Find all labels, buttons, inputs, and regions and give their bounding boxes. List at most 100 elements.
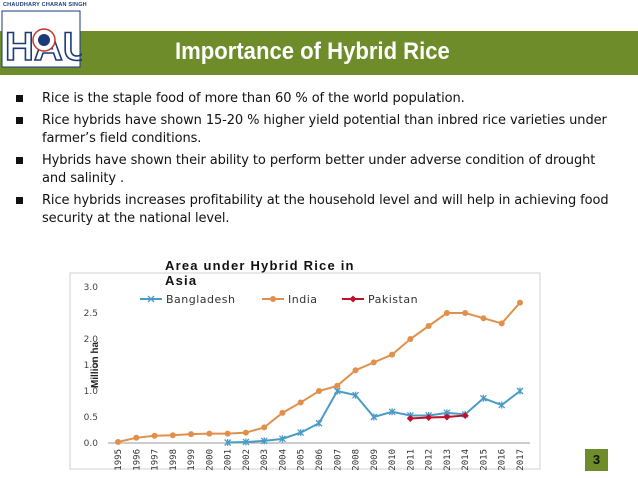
data-point-india xyxy=(462,310,469,316)
data-point-india xyxy=(425,323,432,329)
logo-caption: CHAUDHARY CHARAN SINGH xyxy=(3,2,87,8)
data-point-bangladesh xyxy=(297,429,305,437)
university-logo: CHAUDHARY CHARAN SINGH HAU xyxy=(0,0,92,70)
x-tick-label: 2002 xyxy=(242,449,252,471)
bullet-item: Rice hybrids have shown 15-20 % higher y… xyxy=(14,112,614,149)
slide-title: Importance of Hybrid Rice xyxy=(175,38,450,65)
x-tick-label: 2009 xyxy=(370,449,380,471)
legend-marker xyxy=(270,296,276,302)
data-point-india xyxy=(279,409,286,416)
x-tick-label: 2003 xyxy=(260,449,270,471)
chart-title-line: Asia xyxy=(165,273,197,288)
bullet-text: Rice is the staple food of more than 60 … xyxy=(42,91,465,106)
data-point-bangladesh xyxy=(479,394,487,402)
x-tick-label: 1998 xyxy=(169,449,179,471)
data-point-india xyxy=(316,388,322,394)
data-point-bangladesh xyxy=(498,401,506,409)
data-point-india xyxy=(480,315,487,322)
data-point-india xyxy=(169,432,176,439)
square-bullet-icon xyxy=(16,95,23,102)
data-point-india xyxy=(206,430,213,437)
legend-label: Bangladesh xyxy=(166,293,236,306)
legend-label: India xyxy=(288,293,318,306)
chart-title: Area under Hybrid Rice in Asia xyxy=(165,258,355,288)
bullet-list: Rice is the staple food of more than 60 … xyxy=(14,90,614,232)
data-point-india xyxy=(115,438,121,445)
legend-label: Pakistan xyxy=(368,293,418,306)
data-point-bangladesh xyxy=(224,438,232,446)
x-tick-label: 2012 xyxy=(425,449,435,471)
data-point-bangladesh xyxy=(516,387,524,395)
chart-border xyxy=(69,272,541,470)
y-axis-label: Million ha xyxy=(90,342,101,389)
data-point-pakistan xyxy=(443,413,451,421)
y-tick-label: 0.0 xyxy=(84,439,99,449)
data-point-bangladesh xyxy=(370,413,378,421)
x-tick-label: 2011 xyxy=(406,449,416,471)
bullet-text: Rice hybrids have shown 15-20 % higher y… xyxy=(42,112,607,147)
y-tick-label: 1.5 xyxy=(84,361,98,371)
x-tick-label: 2016 xyxy=(498,449,508,471)
x-tick-label: 2007 xyxy=(333,449,343,471)
data-point-india xyxy=(151,432,158,439)
data-point-india xyxy=(297,399,304,406)
data-point-india xyxy=(443,310,450,316)
square-bullet-icon xyxy=(16,156,23,164)
data-point-bangladesh xyxy=(260,437,268,445)
x-tick-label: 2000 xyxy=(205,449,215,471)
x-tick-label: 2010 xyxy=(388,449,398,471)
data-point-india xyxy=(407,336,414,342)
x-tick-label: 2017 xyxy=(516,449,526,471)
y-tick-label: 0.5 xyxy=(84,413,98,423)
series-line-pakistan xyxy=(410,414,466,420)
data-point-india xyxy=(133,434,140,441)
bullet-item: Rice is the staple food of more than 60 … xyxy=(14,90,614,109)
data-point-india xyxy=(498,320,505,327)
bullet-text: Hybrids have shown their ability to perf… xyxy=(42,152,596,187)
x-tick-label: 1996 xyxy=(132,449,142,471)
y-tick-label: 1.0 xyxy=(84,387,99,397)
data-point-india xyxy=(352,367,359,374)
x-tick-label: 1997 xyxy=(151,449,161,471)
x-tick-label: 2013 xyxy=(443,449,453,471)
x-tick-label: 2008 xyxy=(352,449,362,471)
square-bullet-icon xyxy=(16,116,23,124)
data-point-bangladesh xyxy=(352,391,360,399)
bullet-item: Rice hybrids increases profitability at … xyxy=(14,192,614,229)
data-point-india xyxy=(224,430,231,437)
x-tick-label: 2005 xyxy=(297,449,307,471)
x-tick-label: 2006 xyxy=(315,449,325,471)
seal-center-icon xyxy=(38,34,50,46)
page-number: 3 xyxy=(585,449,608,471)
data-point-bangladesh xyxy=(315,419,323,427)
x-tick-label: 2004 xyxy=(278,449,288,471)
data-point-india xyxy=(389,351,396,358)
legend-marker xyxy=(349,295,357,303)
chart-title-line: Area under Hybrid Rice in xyxy=(165,258,355,273)
y-tick-label: 3.0 xyxy=(84,283,99,293)
x-tick-label: 2001 xyxy=(224,449,234,471)
legend-marker xyxy=(147,295,155,303)
data-point-india xyxy=(242,429,249,436)
bullet-text: Rice hybrids increases profitability at … xyxy=(42,192,609,227)
data-point-india xyxy=(334,382,341,389)
data-point-bangladesh xyxy=(242,438,250,446)
data-point-pakistan xyxy=(425,414,433,422)
x-tick-label: 1995 xyxy=(114,449,124,471)
data-point-pakistan xyxy=(461,411,469,419)
data-point-bangladesh xyxy=(388,408,396,416)
square-bullet-icon xyxy=(16,196,23,204)
data-point-india xyxy=(370,359,377,366)
data-point-india xyxy=(261,424,268,431)
bullet-item: Hybrids have shown their ability to perf… xyxy=(14,152,614,189)
x-tick-label: 2014 xyxy=(461,449,471,471)
y-tick-label: 2.5 xyxy=(84,309,98,319)
x-tick-label: 2015 xyxy=(479,449,489,471)
data-point-india xyxy=(188,431,195,438)
data-point-india xyxy=(517,299,523,306)
x-tick-label: 1999 xyxy=(187,449,197,471)
data-point-pakistan xyxy=(406,415,414,423)
hau-logo-emblem: HAU xyxy=(1,10,92,70)
y-tick-label: 2.0 xyxy=(84,335,99,345)
